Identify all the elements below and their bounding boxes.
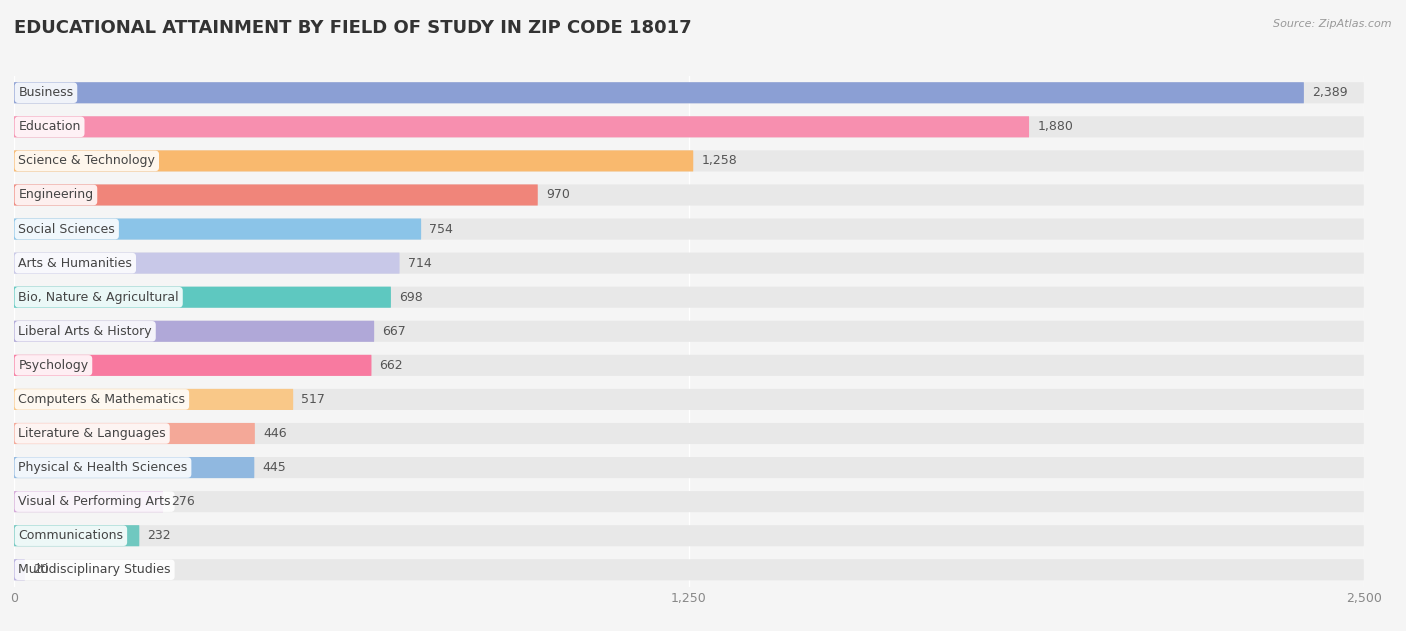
Text: 667: 667 [382,325,406,338]
FancyBboxPatch shape [14,150,693,172]
FancyBboxPatch shape [14,559,25,581]
Text: 232: 232 [148,529,172,542]
Text: 970: 970 [546,189,569,201]
Text: Source: ZipAtlas.com: Source: ZipAtlas.com [1274,19,1392,29]
FancyBboxPatch shape [14,116,1364,138]
Text: 754: 754 [429,223,453,235]
Text: 714: 714 [408,257,432,269]
FancyBboxPatch shape [14,491,163,512]
FancyBboxPatch shape [14,252,1364,274]
Text: 446: 446 [263,427,287,440]
FancyBboxPatch shape [14,286,1364,308]
Text: 276: 276 [172,495,195,508]
Text: Bio, Nature & Agricultural: Bio, Nature & Agricultural [18,291,179,304]
Text: Communications: Communications [18,529,124,542]
FancyBboxPatch shape [14,321,374,342]
FancyBboxPatch shape [14,355,1364,376]
Text: Physical & Health Sciences: Physical & Health Sciences [18,461,187,474]
FancyBboxPatch shape [14,82,1364,103]
FancyBboxPatch shape [14,355,371,376]
Text: 445: 445 [263,461,287,474]
Text: Computers & Mathematics: Computers & Mathematics [18,393,186,406]
FancyBboxPatch shape [14,525,139,546]
FancyBboxPatch shape [14,184,537,206]
Text: Visual & Performing Arts: Visual & Performing Arts [18,495,172,508]
Text: Arts & Humanities: Arts & Humanities [18,257,132,269]
Text: Education: Education [18,121,80,133]
FancyBboxPatch shape [14,116,1029,138]
Text: 2,389: 2,389 [1312,86,1347,99]
Text: Business: Business [18,86,73,99]
Text: 20: 20 [32,563,49,576]
FancyBboxPatch shape [14,389,294,410]
FancyBboxPatch shape [14,457,254,478]
FancyBboxPatch shape [14,321,1364,342]
FancyBboxPatch shape [14,525,1364,546]
FancyBboxPatch shape [14,389,1364,410]
Text: Multidisciplinary Studies: Multidisciplinary Studies [18,563,172,576]
FancyBboxPatch shape [14,218,1364,240]
FancyBboxPatch shape [14,252,399,274]
FancyBboxPatch shape [14,286,391,308]
Text: Science & Technology: Science & Technology [18,155,155,167]
FancyBboxPatch shape [14,423,254,444]
FancyBboxPatch shape [14,491,1364,512]
FancyBboxPatch shape [14,150,1364,172]
FancyBboxPatch shape [14,457,1364,478]
Text: Liberal Arts & History: Liberal Arts & History [18,325,152,338]
FancyBboxPatch shape [14,218,422,240]
Text: 662: 662 [380,359,404,372]
FancyBboxPatch shape [14,184,1364,206]
FancyBboxPatch shape [14,559,1364,581]
Text: Engineering: Engineering [18,189,94,201]
Text: Psychology: Psychology [18,359,89,372]
Text: 698: 698 [399,291,423,304]
Text: Social Sciences: Social Sciences [18,223,115,235]
FancyBboxPatch shape [14,423,1364,444]
Text: 1,880: 1,880 [1038,121,1073,133]
Text: 1,258: 1,258 [702,155,737,167]
Text: Literature & Languages: Literature & Languages [18,427,166,440]
FancyBboxPatch shape [14,82,1303,103]
Text: 517: 517 [301,393,325,406]
Text: EDUCATIONAL ATTAINMENT BY FIELD OF STUDY IN ZIP CODE 18017: EDUCATIONAL ATTAINMENT BY FIELD OF STUDY… [14,19,692,37]
